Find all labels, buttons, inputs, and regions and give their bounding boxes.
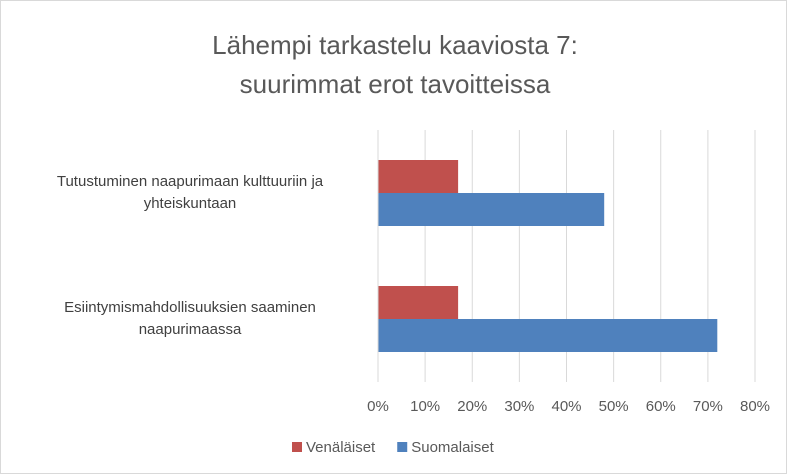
x-tick-label: 60% bbox=[646, 398, 676, 415]
x-tick-label: 80% bbox=[740, 398, 770, 415]
y-tick-label: Esiintymismahdollisuuksien saaminen naap… bbox=[64, 299, 316, 338]
chart-title: Lähempi tarkastelu kaaviosta 7: bbox=[212, 30, 578, 60]
x-tick-label: 10% bbox=[410, 398, 440, 415]
x-tick-label: 70% bbox=[693, 398, 723, 415]
legend-swatch bbox=[397, 442, 408, 452]
x-tick-label: 30% bbox=[504, 398, 534, 415]
chart-title: suurimmat erot tavoitteissa bbox=[240, 69, 551, 99]
x-tick-label: 40% bbox=[551, 398, 581, 415]
legend-label: Venäläiset bbox=[306, 439, 376, 456]
bar bbox=[378, 160, 459, 193]
x-tick-label: 20% bbox=[457, 398, 487, 415]
legend-swatch bbox=[292, 442, 302, 452]
y-tick-label: Tutustuminen naapurimaan kulttuuriin ja … bbox=[56, 173, 324, 212]
x-tick-label: 50% bbox=[599, 398, 629, 415]
x-tick-label: 0% bbox=[367, 398, 389, 415]
bar bbox=[378, 193, 605, 226]
bar bbox=[378, 286, 459, 319]
legend-label: Suomalaiset bbox=[411, 439, 494, 456]
bar bbox=[378, 319, 718, 352]
